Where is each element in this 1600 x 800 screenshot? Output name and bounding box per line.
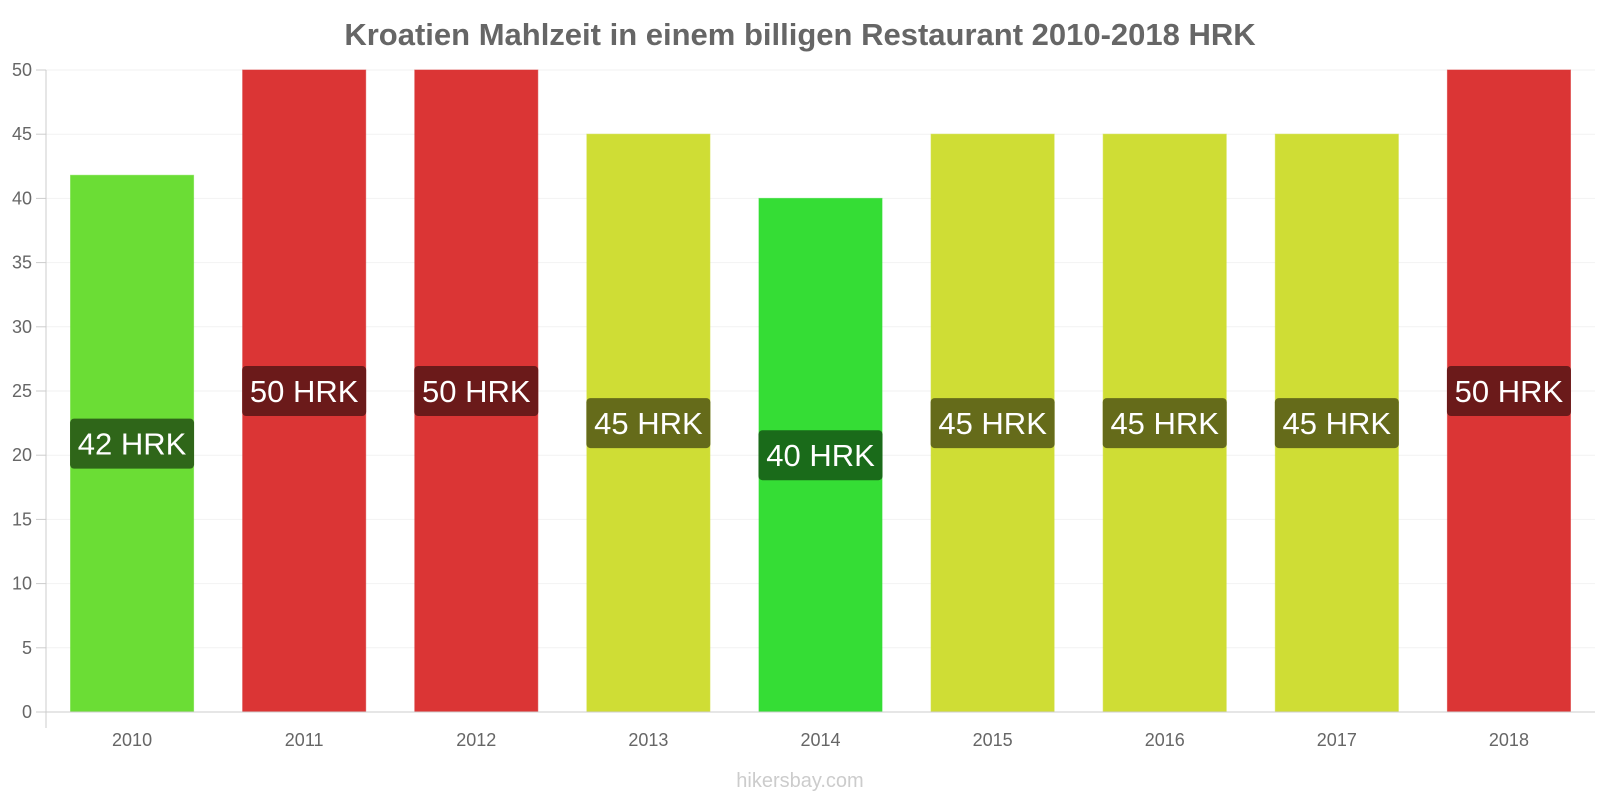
x-tick-label: 2014 <box>800 730 840 750</box>
axes: 0 5 10 15 20 25 30 35 40 45 50 2010 2011 2012 2013 2014… <box>12 60 1595 750</box>
data-label-box <box>414 366 539 416</box>
data-label: 50 HRK <box>250 374 359 409</box>
x-tick-label: 2017 <box>1317 730 1357 750</box>
y-tick-label: 5 <box>22 638 32 658</box>
data-label: 50 HRK <box>1455 374 1564 409</box>
x-tick-label: 2010 <box>112 730 152 750</box>
y-tick-label: 0 <box>22 702 32 722</box>
data-label-box <box>1446 366 1571 416</box>
data-label-box <box>1274 398 1399 449</box>
data-label-box <box>242 366 367 416</box>
data-label-box <box>758 430 883 481</box>
y-tick-label: 45 <box>12 124 32 144</box>
y-tick-label: 15 <box>12 509 32 529</box>
data-label-box <box>930 398 1055 449</box>
y-tick-label: 10 <box>12 574 32 594</box>
x-tick-label: 2013 <box>628 730 668 750</box>
y-tick-label: 20 <box>12 445 32 465</box>
x-tick-label: 2016 <box>1145 730 1185 750</box>
data-label: 40 HRK <box>766 438 875 473</box>
data-label-box <box>1102 398 1227 449</box>
data-label: 45 HRK <box>1283 406 1392 441</box>
x-tick-label: 2011 <box>285 730 324 750</box>
x-tick-label: 2018 <box>1489 730 1529 750</box>
x-tick-label: 2012 <box>456 730 496 750</box>
chart-title: Kroatien Mahlzeit in einem billigen Rest… <box>344 17 1256 52</box>
data-label-box <box>586 398 711 449</box>
y-tick-label: 30 <box>12 317 32 337</box>
data-label: 45 HRK <box>594 406 703 441</box>
y-tick-label: 35 <box>12 253 32 273</box>
data-label: 45 HRK <box>938 406 1047 441</box>
y-tick-label: 50 <box>12 60 32 80</box>
data-label-box <box>70 418 195 469</box>
watermark: hikersbay.com <box>736 770 863 792</box>
y-tick-label: 25 <box>12 381 32 401</box>
data-labels: 42 HRK 50 HRK 50 HRK 45 HRK 40 HRK 45 HRK 45 H… <box>70 366 1571 481</box>
data-label: 42 HRK <box>78 427 187 462</box>
data-label: 50 HRK <box>422 374 531 409</box>
y-tick-label: 40 <box>12 188 32 208</box>
data-label: 45 HRK <box>1110 406 1219 441</box>
x-tick-label: 2015 <box>973 730 1013 750</box>
